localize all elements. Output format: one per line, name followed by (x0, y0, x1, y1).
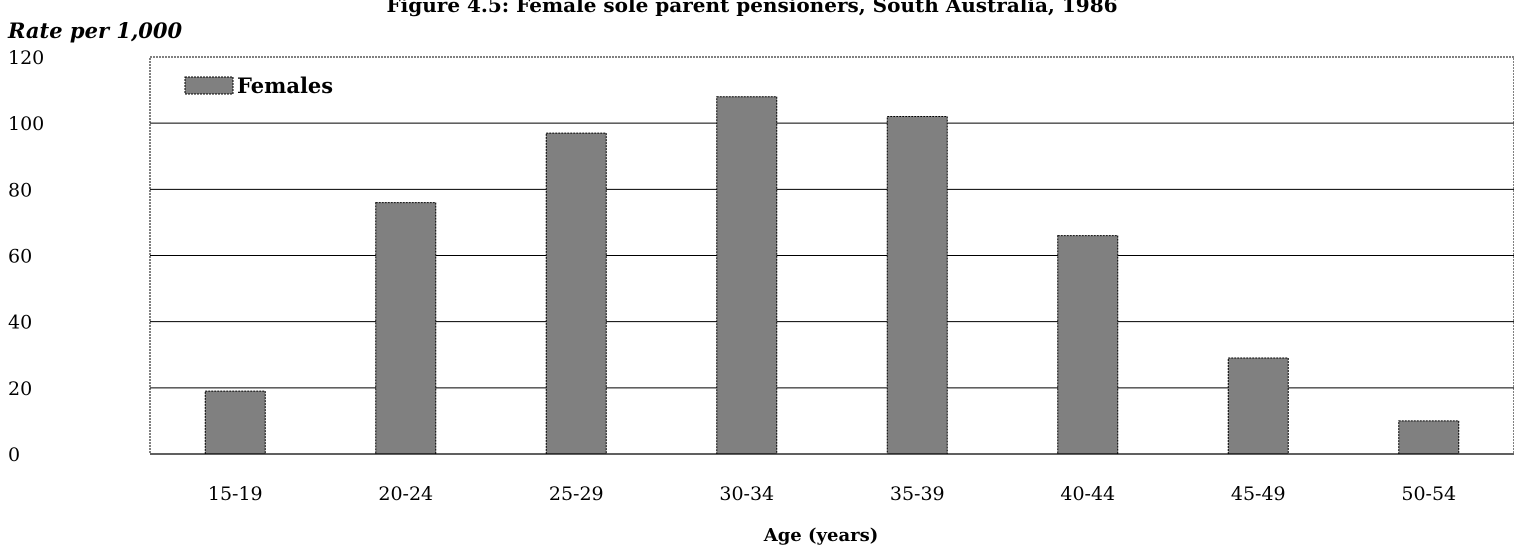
bar-30-34 (716, 96, 778, 455)
x-tick-label: 20-24 (378, 483, 433, 505)
y-axis-ticks: 0 20 40 60 80 100 120 (8, 47, 44, 466)
x-tick-label: 25-29 (549, 483, 604, 505)
bar-50-54 (1398, 420, 1460, 455)
y-tick-label: 120 (8, 47, 44, 69)
x-tick-label: 30-34 (719, 483, 774, 505)
bar-25-29 (545, 132, 607, 455)
gridlines (150, 122, 1514, 389)
y-tick-label: 80 (8, 179, 32, 201)
bar-40-44 (1057, 235, 1119, 455)
legend: Females (184, 73, 333, 98)
x-tick-label: 35-39 (890, 483, 945, 505)
bar-20-24 (375, 202, 437, 455)
y-tick-label: 40 (8, 312, 32, 334)
y-tick-label: 0 (8, 444, 20, 466)
bar-15-19 (204, 390, 266, 455)
chart-title: Figure 4.5: Female sole parent pensioner… (386, 0, 1117, 17)
x-axis-label: Age (years) (763, 525, 879, 546)
y-tick-label: 60 (8, 246, 32, 268)
x-tick-label: 50-54 (1401, 483, 1456, 505)
y-tick-label: 20 (8, 378, 32, 400)
legend-swatch-females (184, 76, 234, 95)
x-axis-ticks: 15-19 20-24 25-29 30-34 35-39 40-44 45-49 50-54 (208, 483, 1456, 505)
x-tick-label: 45-49 (1231, 483, 1286, 505)
bars (204, 96, 1460, 455)
y-axis-label: Rate per 1,000 (7, 18, 182, 43)
legend-label-females: Females (237, 73, 333, 98)
bar-35-39 (886, 116, 948, 455)
bar-45-49 (1227, 357, 1289, 455)
x-tick-label: 15-19 (208, 483, 263, 505)
y-tick-label: 100 (8, 113, 44, 135)
x-tick-label: 40-44 (1060, 483, 1115, 505)
